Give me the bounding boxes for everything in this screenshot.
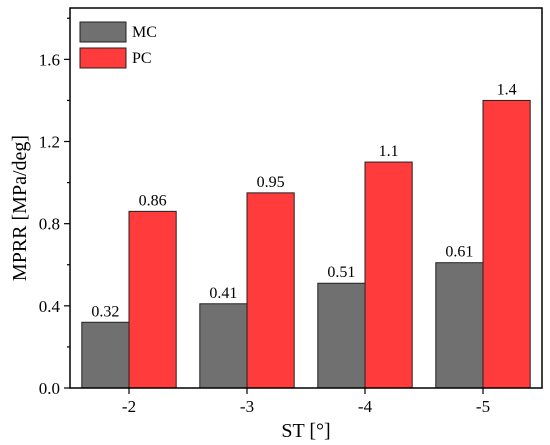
- x-tick-label: -3: [240, 397, 254, 416]
- data-label-pc-4: 1.4: [497, 81, 517, 98]
- x-tick-label: -5: [476, 397, 490, 416]
- y-tick-label: 0.0: [39, 379, 60, 398]
- bar-pc-3: [364, 161, 413, 389]
- legend-label-mc: MC: [132, 24, 157, 41]
- legend-swatch-pc: [79, 47, 127, 69]
- bar-mc-4: [435, 262, 484, 389]
- x-tick-label: -2: [122, 397, 136, 416]
- y-axis-title: MPRR [MPa/deg]: [9, 135, 31, 281]
- bar-pc-4: [482, 99, 531, 389]
- data-labels-layer: 0.32 0.86 0.41 0.95 0.51 1.1 0.61 1.4: [91, 81, 516, 320]
- data-label-mc-1: 0.32: [91, 303, 119, 320]
- data-label-mc-3: 0.51: [327, 264, 355, 281]
- x-axis-title: ST [°]: [281, 420, 330, 442]
- data-label-pc-3: 1.1: [379, 143, 399, 160]
- y-tick-label: 0.8: [39, 215, 60, 234]
- legend-swatch-mc: [79, 21, 127, 43]
- y-axis: 0.0 0.4 0.8 1.2 1.6: [39, 17, 70, 398]
- bars-layer: [81, 99, 531, 389]
- data-label-pc-2: 0.95: [257, 174, 285, 191]
- bar-mc-3: [317, 282, 366, 389]
- data-label-pc-1: 0.86: [139, 192, 167, 209]
- y-tick-label: 1.2: [39, 133, 60, 152]
- bar-mc-2: [199, 303, 248, 389]
- data-label-mc-2: 0.41: [209, 285, 237, 302]
- y-tick-label: 1.6: [39, 50, 60, 69]
- plot-frame: [69, 7, 543, 389]
- bar-pc-2: [246, 192, 295, 389]
- x-axis: -2 -3 -4 -5: [122, 388, 490, 416]
- x-tick-label: -4: [358, 397, 373, 416]
- legend-label-pc: PC: [132, 50, 152, 67]
- bar-mc-1: [81, 321, 130, 389]
- y-tick-label: 0.4: [39, 297, 61, 316]
- data-label-mc-4: 0.61: [445, 244, 473, 261]
- legend: MC PC: [79, 21, 157, 69]
- bar-pc-1: [128, 210, 177, 389]
